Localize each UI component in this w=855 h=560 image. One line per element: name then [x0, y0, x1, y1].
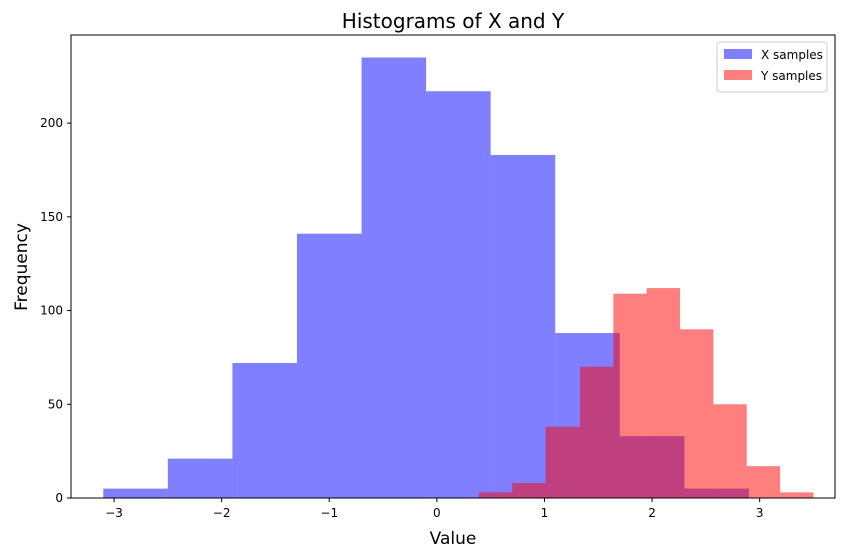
bar-x-samples-0 — [103, 488, 168, 498]
y-tick-label: 150 — [40, 210, 63, 224]
bar-y-samples-6 — [680, 329, 714, 498]
bar-x-samples-5 — [426, 91, 491, 499]
legend-label: X samples — [761, 48, 823, 62]
chart-title: Histograms of X and Y — [342, 9, 565, 33]
x-axis-label: Value — [430, 529, 477, 549]
bar-y-samples-4 — [613, 293, 647, 498]
bar-y-samples-9 — [780, 492, 814, 498]
legend-label: Y samples — [760, 69, 822, 83]
bar-x-samples-4 — [361, 57, 427, 498]
x-tick-label: −2 — [213, 506, 231, 520]
y-tick-label: 50 — [48, 397, 63, 411]
bar-y-samples-2 — [545, 426, 580, 498]
x-tick-label: 1 — [541, 506, 549, 520]
bar-x-samples-3 — [296, 233, 362, 498]
x-tick-label: 3 — [756, 506, 764, 520]
bar-x-samples-6 — [490, 154, 556, 499]
bar-x-samples-2 — [232, 363, 297, 498]
x-tick-label: −1 — [320, 506, 338, 520]
axes-frame — [70, 34, 836, 499]
y-tick-label: 100 — [40, 304, 63, 318]
bar-y-samples-7 — [713, 404, 747, 498]
bar-y-samples-1 — [512, 483, 546, 498]
bar-x-samples-1 — [167, 458, 233, 498]
bar-y-samples-0 — [478, 492, 513, 498]
bar-y-samples-5 — [646, 288, 681, 498]
bar-y-samples-3 — [579, 366, 614, 498]
y-tick-label: 0 — [55, 491, 63, 505]
y-axis-label: Frequency — [12, 223, 32, 311]
x-tick-label: 0 — [433, 506, 441, 520]
legend-swatch — [724, 70, 752, 80]
x-tick-label: 2 — [648, 506, 656, 520]
y-tick-label: 200 — [40, 116, 63, 130]
legend-swatch — [724, 49, 752, 59]
plot-area: −3 −2 −1 0 1 2 3 0 50 100 150 200 X samples Y samples — [40, 34, 836, 520]
x-tick-label: −3 — [105, 506, 123, 520]
bar-y-samples-8 — [746, 466, 781, 498]
